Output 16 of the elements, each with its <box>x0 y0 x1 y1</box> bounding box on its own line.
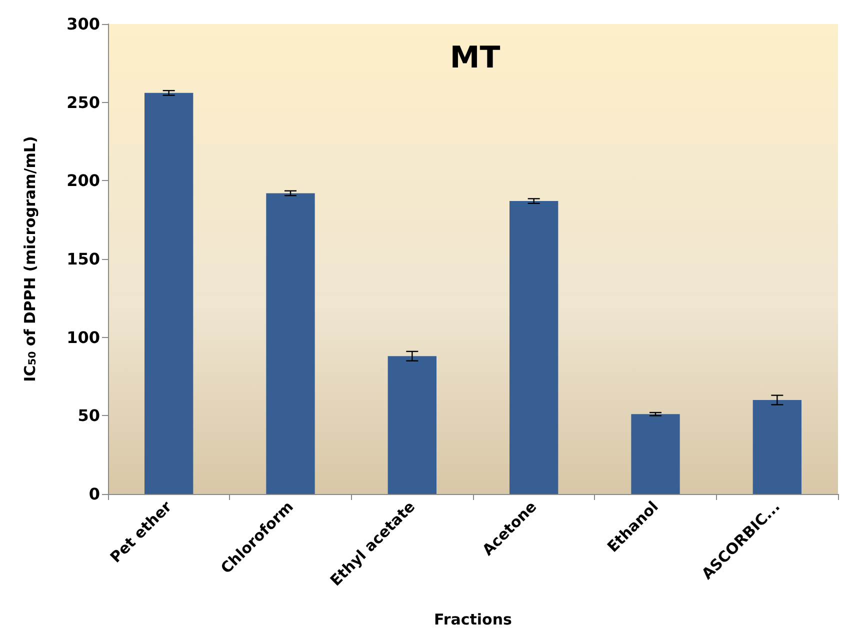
bar <box>631 414 680 494</box>
bar <box>266 193 315 494</box>
y-tick-label: 200 <box>66 171 100 190</box>
y-tick-label: 50 <box>78 406 100 426</box>
y-tick-label: 300 <box>66 14 100 34</box>
text: MT <box>450 40 501 76</box>
bar <box>752 400 802 494</box>
y-axis-title: IC50 of DPPH (microgram/mL) <box>21 136 39 382</box>
x-axis-title: Fractions <box>434 610 512 628</box>
bar <box>510 201 558 494</box>
y-tick-label: 0 <box>88 484 100 504</box>
bar <box>144 92 194 494</box>
y-tick-label: 150 <box>66 250 100 268</box>
y-tick-label: 100 <box>66 328 100 347</box>
y-tick-label: 250 <box>66 92 100 112</box>
bar <box>388 356 436 494</box>
